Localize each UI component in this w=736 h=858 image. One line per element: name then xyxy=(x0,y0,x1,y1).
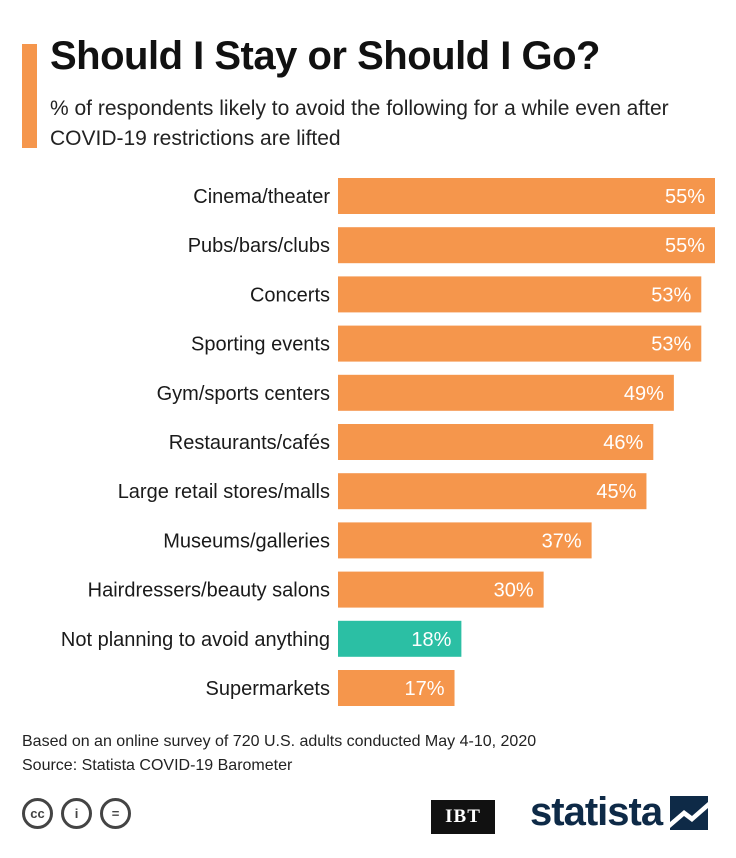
bar[interactable] xyxy=(338,522,592,559)
category-label: Large retail stores/malls xyxy=(118,481,330,503)
bar[interactable] xyxy=(338,571,544,608)
survey-note: Based on an online survey of 720 U.S. ad… xyxy=(22,733,537,750)
category-label: Restaurants/cafés xyxy=(169,432,330,454)
bar[interactable] xyxy=(338,227,715,264)
bar[interactable] xyxy=(338,473,647,510)
category-label: Not planning to avoid anything xyxy=(61,629,330,651)
category-label: Hairdressers/beauty salons xyxy=(88,580,330,602)
statista-logo[interactable]: statista xyxy=(530,790,709,835)
category-label: Museums/galleries xyxy=(163,530,330,552)
value-label: 17% xyxy=(404,678,444,700)
value-label: 55% xyxy=(665,186,705,208)
chart-title: Should I Stay or Should I Go? xyxy=(50,34,600,78)
bar[interactable] xyxy=(338,374,674,411)
category-label: Supermarkets xyxy=(206,678,331,700)
value-label: 49% xyxy=(624,383,664,405)
bar-chart: Cinema/theater 55% Pubs/bars/clubs 55% Conce… xyxy=(61,178,715,706)
statista-mark-icon xyxy=(670,795,709,830)
bar[interactable] xyxy=(338,424,654,460)
value-label: 53% xyxy=(651,334,691,356)
category-label: Sporting events xyxy=(191,334,330,356)
license-icons: cc i = xyxy=(22,798,131,829)
source-note: Source: Statista COVID-19 Barometer xyxy=(22,757,293,774)
category-label: Gym/sports centers xyxy=(157,383,330,405)
attribution-icon[interactable]: i xyxy=(61,798,92,829)
category-label: Cinema/theater xyxy=(193,186,330,208)
value-label: 46% xyxy=(603,432,643,454)
category-label: Pubs/bars/clubs xyxy=(188,235,330,257)
bar[interactable] xyxy=(338,276,702,313)
footnote: Based on an online survey of 720 U.S. ad… xyxy=(22,730,536,778)
value-label: 37% xyxy=(542,530,582,552)
value-label: 18% xyxy=(411,629,451,651)
chart-subtitle: % of respondents likely to avoid the fol… xyxy=(50,97,669,150)
value-label: 30% xyxy=(494,580,534,602)
value-label: 53% xyxy=(651,284,691,306)
bar[interactable] xyxy=(338,178,715,214)
bar[interactable] xyxy=(338,620,462,657)
bar[interactable] xyxy=(338,670,455,706)
no-derivatives-icon[interactable]: = xyxy=(100,798,131,829)
creative-commons-icon[interactable]: cc xyxy=(22,798,53,829)
statista-wordmark: statista xyxy=(530,790,663,834)
category-label: Concerts xyxy=(250,284,330,306)
ibt-logo[interactable]: IBT xyxy=(431,800,495,834)
value-label: 55% xyxy=(665,235,705,257)
bar[interactable] xyxy=(338,325,702,362)
title-accent-bar xyxy=(22,44,37,148)
value-label: 45% xyxy=(596,481,636,503)
